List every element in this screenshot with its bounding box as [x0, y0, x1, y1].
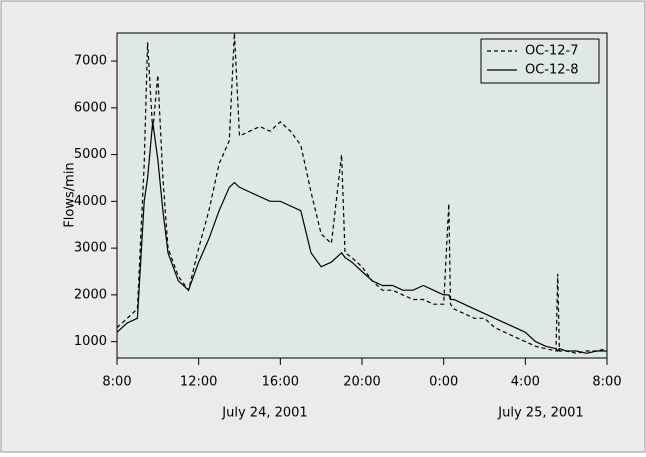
- series-line: [116, 32, 608, 354]
- date-label: July 25, 2001: [497, 406, 583, 421]
- y-tick-label: 6000: [74, 100, 107, 115]
- y-tick-label: 7000: [74, 54, 107, 69]
- x-tick-label: 16:00: [262, 375, 299, 390]
- y-tick-label: 2000: [74, 287, 107, 302]
- date-label: July 24, 2001: [221, 406, 307, 421]
- x-tick-label: 8:00: [592, 375, 621, 390]
- series-line: [116, 121, 607, 354]
- plot-area: [116, 32, 608, 359]
- legend-label: OC-12-7: [525, 44, 579, 59]
- y-tick-label: 4000: [74, 194, 107, 209]
- y-axis-label: Flows/min: [63, 162, 78, 227]
- x-tick-label: 12:00: [180, 375, 217, 390]
- y-tick-label: 5000: [74, 147, 107, 162]
- legend-label: OC-12-8: [525, 63, 579, 78]
- y-tick-label: 1000: [74, 334, 107, 349]
- y-tick-label: 3000: [74, 241, 107, 256]
- x-tick-label: 8:00: [102, 375, 131, 390]
- x-tick-label: 0:00: [429, 375, 458, 390]
- x-tick-label: 20:00: [343, 375, 380, 390]
- x-tick-label: 4:00: [511, 375, 540, 390]
- legend-box: [480, 38, 600, 84]
